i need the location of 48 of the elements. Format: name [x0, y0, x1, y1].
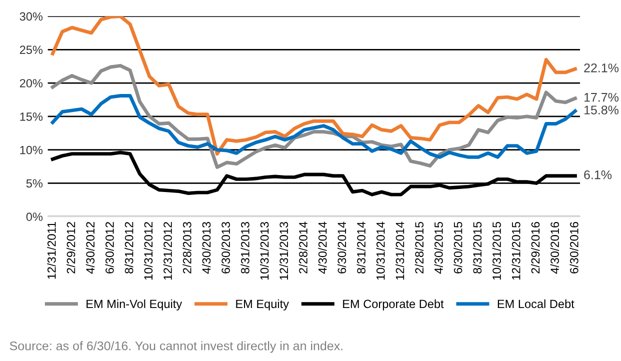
y-tick-label: 20% — [20, 79, 43, 88]
line-series — [50, 150, 577, 196]
x-tick-label: 12/31/2011 — [47, 222, 56, 279]
annotation: 15.8% — [584, 106, 619, 114]
x-tick-label: 10/31/2012 — [144, 222, 153, 280]
line-series — [50, 94, 577, 159]
y-tick-label: 0% — [26, 212, 43, 221]
x-tick-label: 2/28/2015 — [414, 222, 424, 274]
x-tick-label: 10/31/2014 — [376, 222, 385, 280]
annotation: 6.1% — [584, 170, 612, 180]
x-tick-label: 4/30/2012 — [86, 222, 95, 274]
x-tick-label: 2/29/2016 — [530, 222, 540, 274]
x-tick-label: 2/29/2012 — [66, 222, 76, 274]
annotation: 22.1% — [584, 64, 619, 72]
y-tick-label: 15% — [20, 112, 43, 121]
y-tick-label: 30% — [20, 12, 43, 21]
x-tick-label: 6/30/2015 — [454, 222, 462, 274]
line-series — [50, 16, 577, 156]
y-tick-label: 25% — [20, 46, 43, 54]
x-tick-label: 2/28/2014 — [298, 222, 308, 274]
x-tick-label: 12/31/2015 — [512, 222, 520, 280]
x-tick-label: 10/31/2013 — [260, 222, 269, 280]
x-tick-label: 12/31/2014 — [396, 222, 404, 280]
x-tick-label: 6/30/2014 — [337, 222, 346, 274]
x-tick-label: 12/31/2013 — [279, 222, 288, 280]
legend-label: EM Equity — [236, 299, 289, 310]
x-tick-label: 4/30/2013 — [202, 222, 211, 274]
x-tick-label: 4/30/2014 — [318, 222, 327, 274]
legend-label: EM Corporate Debt — [343, 299, 444, 310]
x-tick-label: 6/30/2013 — [221, 222, 230, 274]
x-tick-label: 2/28/2013 — [182, 222, 192, 274]
source-note: Source: as of 6/30/16. You cannot invest directly in an index. — [10, 341, 342, 353]
legend-label: EM Min-Vol Equity — [86, 299, 182, 310]
x-tick-label: 12/31/2012 — [163, 222, 172, 280]
x-tick-label: 8/31/2012 — [124, 222, 134, 274]
x-tick-label: 10/31/2015 — [492, 222, 501, 280]
x-tick-label: 8/31/2015 — [472, 222, 482, 274]
x-tick-label: 6/30/2012 — [105, 222, 114, 274]
annotation: 17.7% — [584, 92, 619, 102]
x-tick-label: 6/30/2016 — [570, 222, 578, 274]
x-tick-label: 8/31/2014 — [356, 222, 366, 274]
x-tick-label: 4/30/2016 — [550, 222, 559, 274]
line-series — [50, 64, 577, 169]
x-tick-label: 4/30/2015 — [434, 222, 443, 274]
y-tick-label: 5% — [26, 179, 43, 188]
x-tick-label: 8/31/2013 — [240, 222, 250, 274]
y-tick-label: 10% — [20, 146, 43, 154]
legend-label: EM Local Debt — [498, 299, 574, 308]
